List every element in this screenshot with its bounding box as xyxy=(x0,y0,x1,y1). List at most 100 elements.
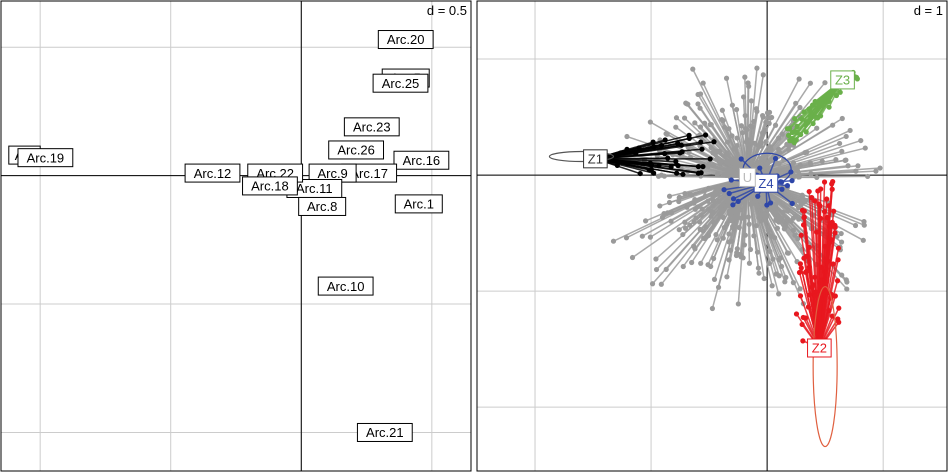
sample-point xyxy=(821,208,828,215)
sample-point xyxy=(699,146,705,152)
sample-point xyxy=(692,246,698,252)
sample-point xyxy=(853,74,860,80)
sample-point xyxy=(785,132,792,138)
sample-point xyxy=(766,109,773,115)
sample-point xyxy=(711,139,717,145)
sample-point xyxy=(731,226,737,232)
sample-point xyxy=(795,235,801,242)
sample-point xyxy=(832,224,838,230)
sample-point xyxy=(760,197,766,204)
sample-point xyxy=(700,163,706,170)
star-segments xyxy=(595,65,883,349)
sample-point xyxy=(761,275,767,282)
sample-point xyxy=(643,218,649,224)
sample-point xyxy=(668,218,674,224)
label-box xyxy=(298,196,347,216)
group-label-z2: Z2 xyxy=(807,338,832,358)
point-label-arc-8: Arc.8 xyxy=(298,196,347,216)
sample-point xyxy=(773,271,779,277)
sample-point xyxy=(754,249,761,255)
sample-point xyxy=(624,146,630,152)
point-label-arc-26: Arc.26 xyxy=(328,140,385,160)
label-box xyxy=(343,117,400,137)
sample-point xyxy=(637,170,643,177)
sample-point xyxy=(812,293,818,299)
sample-point xyxy=(839,115,845,122)
sample-point xyxy=(816,100,822,106)
sample-point xyxy=(749,200,755,206)
sample-point xyxy=(697,91,704,97)
sample-point xyxy=(794,167,800,173)
sample-point xyxy=(709,209,715,215)
sample-point xyxy=(698,260,704,266)
sample-point xyxy=(797,104,803,111)
sample-point xyxy=(764,161,771,167)
sample-point xyxy=(676,227,682,233)
sample-point xyxy=(829,219,835,225)
sample-point xyxy=(822,80,828,86)
point-label-arc-9: Arc.9 xyxy=(308,163,357,183)
sample-point xyxy=(678,142,684,148)
sample-point xyxy=(837,140,843,147)
right-scale-label: d = 1 xyxy=(914,3,943,18)
sample-point xyxy=(787,138,793,144)
sample-point xyxy=(768,233,774,239)
sample-point xyxy=(720,235,726,241)
sample-point xyxy=(877,165,883,171)
segment xyxy=(818,242,831,349)
sample-point xyxy=(809,195,815,201)
sample-point xyxy=(797,261,803,267)
sample-point xyxy=(839,148,845,154)
sample-point xyxy=(800,314,806,321)
point-label-arc-18: Arc.18 xyxy=(242,176,298,196)
sample-point xyxy=(711,255,717,262)
segment xyxy=(747,139,862,179)
sample-point xyxy=(807,80,814,86)
sample-point xyxy=(793,137,799,143)
label-text: Arc.1 xyxy=(404,197,434,212)
segment xyxy=(694,122,748,178)
sample-point xyxy=(726,190,732,197)
label-box xyxy=(328,140,385,160)
label-text: Arc.25 xyxy=(382,76,420,91)
sample-point xyxy=(741,242,748,248)
point-label-arc-11: Arc.11 xyxy=(286,178,343,198)
point-label-arc-12: Arc.12 xyxy=(184,163,241,183)
segment xyxy=(664,175,748,179)
label-text: Arc.18 xyxy=(251,179,289,194)
sample-point xyxy=(764,213,770,219)
sample-point xyxy=(776,291,782,297)
sample-point xyxy=(814,125,820,131)
sample-point xyxy=(829,186,835,192)
sample-point xyxy=(713,232,719,238)
segment xyxy=(595,144,682,160)
sample-point xyxy=(843,157,849,163)
sample-point xyxy=(738,156,744,162)
sample-point xyxy=(818,186,824,192)
sample-point xyxy=(707,156,713,162)
sample-point xyxy=(726,126,732,132)
sample-point xyxy=(665,155,671,161)
label-text: U xyxy=(743,170,752,185)
sample-point xyxy=(812,198,818,204)
sample-point xyxy=(700,228,706,234)
sample-point xyxy=(796,269,803,276)
sample-point xyxy=(819,158,825,164)
sample-point xyxy=(702,132,709,138)
sample-point xyxy=(847,127,853,134)
sample-point xyxy=(748,98,754,104)
sample-point xyxy=(728,177,734,183)
label-box xyxy=(377,30,434,50)
sample-point xyxy=(830,261,836,267)
sample-point xyxy=(719,116,725,123)
sample-point xyxy=(676,195,682,201)
sample-point xyxy=(692,120,698,126)
label-text: Arc.11 xyxy=(296,181,333,196)
sample-point xyxy=(689,259,695,266)
sample-point xyxy=(789,178,795,184)
sample-point xyxy=(834,278,841,284)
sample-point xyxy=(860,237,866,243)
sample-point xyxy=(708,213,714,219)
segment xyxy=(818,259,839,349)
sample-point xyxy=(647,234,653,240)
